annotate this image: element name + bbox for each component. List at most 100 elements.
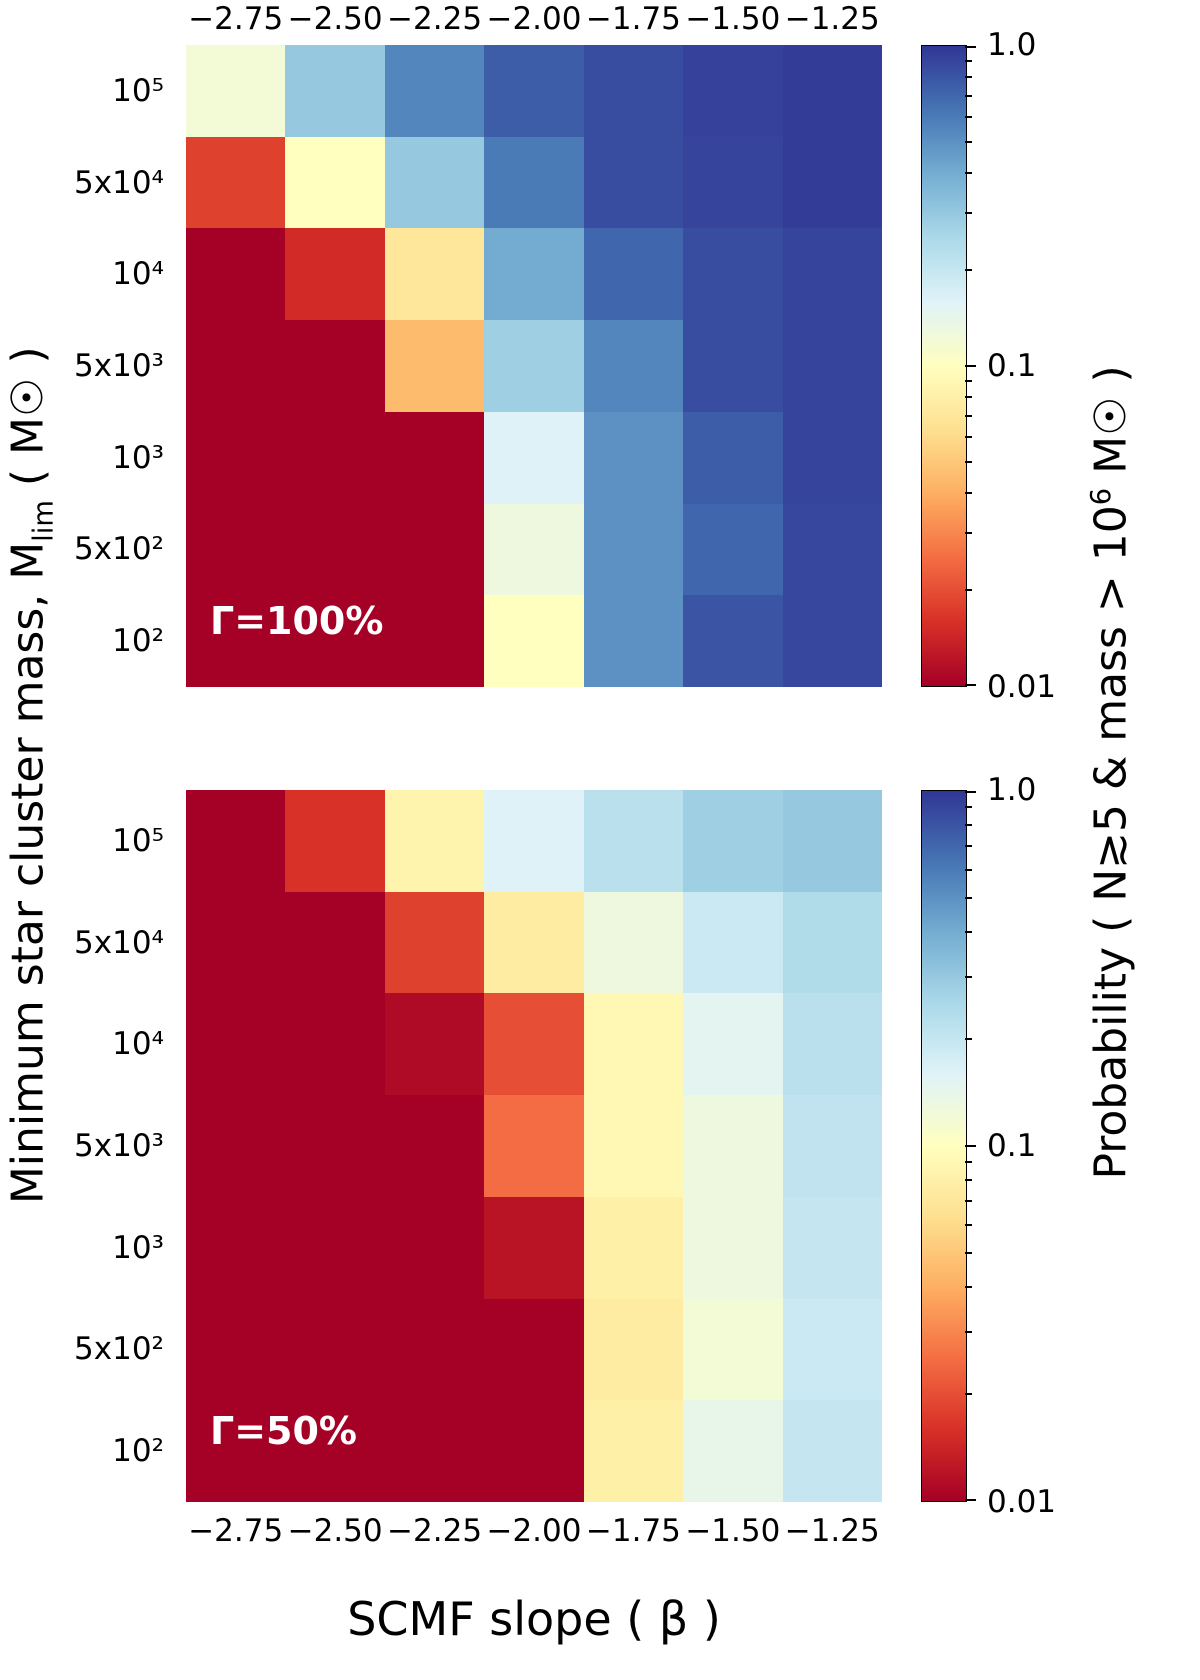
heatmap-cell-r3-c4 <box>583 320 684 412</box>
heatmap-cell-r1-c2 <box>384 136 485 229</box>
heatmap-cell-r4-c6 <box>782 1196 882 1299</box>
colorbar-minor-tick <box>965 141 972 144</box>
colorbar-minor-tick <box>965 1330 972 1333</box>
heatmap-cell-r0-c3 <box>484 45 584 137</box>
heatmap-cell-r3-c0 <box>186 1095 286 1197</box>
colorbar-minor-tick <box>965 975 972 978</box>
panel-label-gamma100: Γ=100% <box>210 599 384 643</box>
x-tick-label: −1.75 <box>585 1 681 37</box>
heatmap-cell-r3-c4 <box>583 1095 684 1197</box>
heatmap-cell-r6-c5 <box>683 595 783 687</box>
x-tick-label: −1.25 <box>784 1513 880 1549</box>
heatmap-cell-r3-c3 <box>484 1095 584 1197</box>
heatmap-cell-r2-c1 <box>285 228 385 321</box>
colorbar-major-tick <box>965 1499 976 1501</box>
colorbar-minor-tick <box>965 94 972 97</box>
heatmap-cell-r3-c5 <box>683 320 783 412</box>
colorbar-top-tick-min: 0.01 <box>987 669 1057 705</box>
heatmap-cell-r1-c5 <box>683 136 783 229</box>
heatmap-cell-r0-c0 <box>186 45 286 137</box>
heatmap-cell-r5-c1 <box>285 1298 385 1401</box>
heatmap-cell-r1-c4 <box>583 136 684 229</box>
y-tick-label: 5x10³ <box>74 1128 164 1165</box>
y-tick-label: 10³ <box>112 1229 164 1266</box>
heatmap-cell-r2-c5 <box>683 993 783 1096</box>
heatmap-cell-r0-c6 <box>782 790 882 892</box>
y-tick-label: 5x10² <box>74 531 164 568</box>
y-tick-label: 5x10⁴ <box>74 924 164 961</box>
y-axis-title-sub: lim <box>28 500 60 542</box>
heatmap-cell-r6-c5 <box>683 1400 783 1502</box>
heatmap-cell-r2-c6 <box>782 993 882 1096</box>
heatmap-cell-r4-c3 <box>484 1196 584 1299</box>
heatmap-cell-r6-c0 <box>186 1400 286 1502</box>
colorbar-minor-tick <box>965 1199 972 1202</box>
y-axis-title: Minimum star cluster mass, Mlim ( M☉ ) <box>3 75 62 1475</box>
colorbar-minor-tick <box>965 1223 972 1226</box>
colorbar-minor-tick <box>965 396 972 398</box>
heatmap-cell-r6-c3 <box>484 1400 584 1502</box>
heatmap-cell-r0-c1 <box>285 45 385 137</box>
colorbar-minor-tick <box>965 59 972 62</box>
colorbar-title-sup: 6 <box>1085 487 1117 506</box>
heatmap-cell-r2-c3 <box>484 993 584 1096</box>
heatmap-cell-r0-c5 <box>683 790 783 892</box>
y-tick-label: 10⁵ <box>112 72 164 109</box>
colorbar-minor-tick <box>965 212 972 215</box>
heatmap-cell-r2-c5 <box>683 228 783 321</box>
heatmap-cell-r3-c6 <box>782 1095 882 1197</box>
colorbar-minor-tick <box>965 492 972 495</box>
heatmap-cell-r6-c6 <box>782 1400 882 1502</box>
colorbar-minor-tick <box>965 931 972 934</box>
colorbar-axis-title: Probability ( N≳5 & mass > 106 M☉ ) <box>1086 72 1139 1472</box>
heatmap-cell-r4-c5 <box>683 411 783 504</box>
y-tick-label: 10⁴ <box>112 256 164 293</box>
colorbar-minor-tick <box>965 532 972 535</box>
heatmap-cell-r2-c1 <box>285 993 385 1096</box>
heatmap-cell-r0-c2 <box>384 790 485 892</box>
heatmap-cell-r6-c1 <box>285 595 385 687</box>
colorbar-minor-tick <box>965 435 972 438</box>
heatmap-cell-r0-c6 <box>782 45 882 137</box>
x-tick-label: −2.50 <box>287 1 383 37</box>
heatmap-cell-r0-c2 <box>384 45 485 137</box>
x-axis-title: SCMF slope ( β ) <box>186 1592 882 1647</box>
heatmap-cell-r4-c0 <box>186 411 286 504</box>
heatmap-cell-r5-c2 <box>384 503 485 596</box>
colorbar-bottom-tick-mid: 0.1 <box>987 1128 1037 1164</box>
x-axis-title-text: SCMF slope ( β ) <box>347 1592 721 1646</box>
heatmap-cell-r5-c3 <box>484 503 584 596</box>
colorbar-minor-tick <box>965 1161 972 1164</box>
heatmap-cell-r1-c1 <box>285 891 385 994</box>
y-tick-label: 5x10² <box>74 1331 164 1368</box>
heatmap-cell-r6-c2 <box>384 1400 485 1502</box>
heatmap-cell-r1-c2 <box>384 891 485 994</box>
heatmap-cell-r2-c4 <box>583 228 684 321</box>
heatmap-cell-r5-c0 <box>186 1298 286 1401</box>
colorbar-minor-tick <box>965 824 972 827</box>
y-tick-label: 10² <box>112 623 164 660</box>
colorbar-minor-tick <box>965 1251 972 1254</box>
heatmap-cell-r1-c3 <box>484 891 584 994</box>
x-tick-label: −2.75 <box>188 1513 284 1549</box>
x-tick-label: −2.75 <box>188 1 284 37</box>
colorbar-minor-tick <box>965 1393 972 1396</box>
y-axis-title-post: ( M☉ ) <box>2 346 54 501</box>
heatmap-cell-r4-c2 <box>384 1196 485 1299</box>
heatmap-cell-r6-c6 <box>782 595 882 687</box>
heatmap-cell-r1-c5 <box>683 891 783 994</box>
heatmap-cell-r4-c6 <box>782 411 882 504</box>
colorbar-major-tick <box>965 791 976 793</box>
heatmap-cell-r3-c3 <box>484 320 584 412</box>
colorbar-minor-tick <box>965 76 972 78</box>
heatmap-cell-r4-c1 <box>285 411 385 504</box>
colorbar-top-tick-mid: 0.1 <box>987 348 1037 384</box>
colorbar-minor-tick <box>965 868 972 871</box>
heatmap-cell-r3-c1 <box>285 320 385 412</box>
x-tick-label: −1.75 <box>585 1513 681 1549</box>
colorbar-minor-tick <box>965 414 972 417</box>
heatmap-cell-r5-c6 <box>782 503 882 596</box>
heatmap-cell-r4-c1 <box>285 1196 385 1299</box>
colorbar-top <box>921 45 976 687</box>
